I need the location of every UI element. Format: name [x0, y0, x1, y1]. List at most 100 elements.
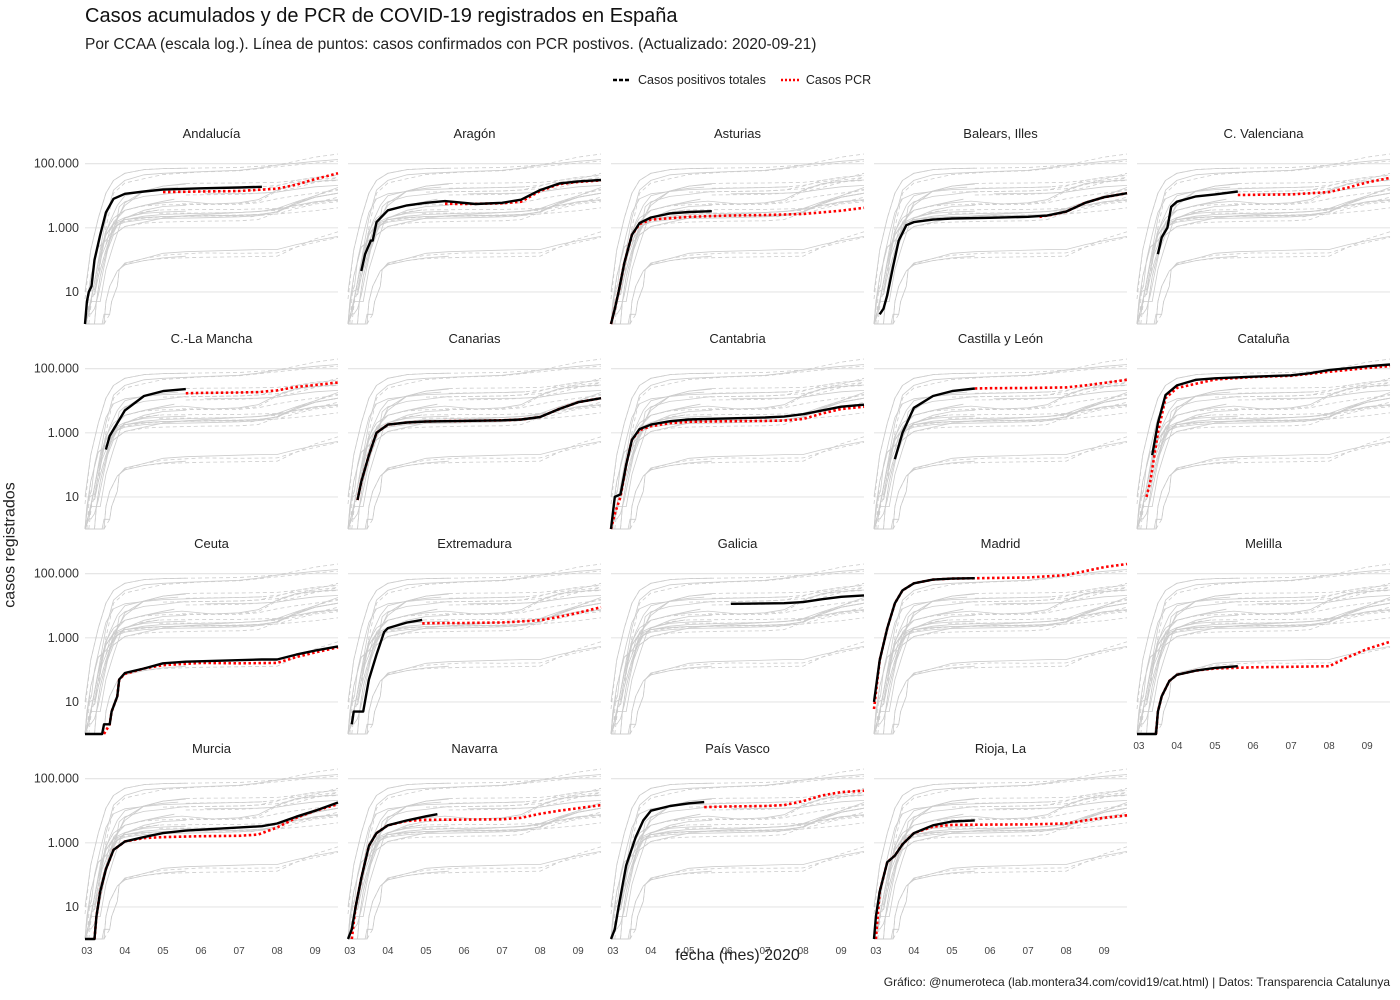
background-series-line [614, 824, 686, 930]
y-tick-label: 10 [65, 490, 79, 504]
background-series-line [875, 609, 1128, 735]
background-series-line [873, 186, 968, 325]
background-series-line [366, 852, 602, 940]
background-series-line [84, 358, 339, 505]
background-series-line [178, 380, 339, 398]
background-series-line [879, 397, 1128, 520]
facet-panel: Madrid [872, 536, 1128, 735]
background-series-line [94, 365, 339, 497]
y-tick-label: 10 [65, 695, 79, 709]
background-series-line [1140, 414, 1212, 520]
background-series-line [704, 175, 865, 193]
series-line-total [85, 645, 339, 736]
background-series-line [974, 587, 1128, 599]
background-series-line [181, 795, 339, 820]
background-series-line [874, 870, 975, 940]
background-series-line [204, 390, 339, 400]
background-series-line [874, 665, 975, 735]
background-series-line [105, 183, 186, 255]
background-series-line [353, 397, 602, 520]
background-series-line [688, 787, 865, 808]
background-series-line [629, 647, 865, 735]
background-series-line [1237, 587, 1391, 599]
background-series-line [362, 774, 602, 866]
background-series-line [629, 237, 865, 325]
series-line-total [878, 192, 1128, 315]
background-series-line [1137, 441, 1391, 530]
background-series-line [103, 237, 339, 325]
background-series-line [711, 792, 865, 804]
background-series-line [185, 174, 339, 184]
background-series-line [894, 798, 975, 870]
background-series-line [185, 379, 339, 389]
background-series-line [84, 611, 339, 735]
background-series-line [99, 159, 339, 251]
facet-panel: Cataluña [1136, 331, 1391, 530]
background-series-line [892, 436, 1128, 530]
background-series-line [1151, 569, 1391, 661]
background-series-line [84, 596, 179, 735]
background-series-line [185, 587, 339, 599]
background-series-line [610, 611, 865, 735]
background-series-line [347, 596, 525, 735]
facet-title: Cantabria [709, 331, 766, 346]
background-series-line [103, 641, 339, 735]
background-series-line [347, 201, 602, 325]
background-series-line [348, 851, 602, 940]
background-series-line [448, 379, 602, 389]
facet-panel: Murcia 10 1.000 100.000 03 04 05 06 07 08 09 [34, 741, 339, 957]
x-tick-label: 06 [984, 946, 996, 957]
background-series-line [970, 795, 1128, 820]
y-tick-label: 1.000 [48, 631, 79, 645]
background-series-line [711, 587, 865, 599]
background-series-line [85, 255, 186, 325]
series-line-total [893, 387, 975, 460]
x-tick-label: 07 [1286, 741, 1298, 752]
background-series-line [448, 584, 602, 594]
background-series-line [874, 441, 1128, 530]
background-series-line [467, 185, 602, 195]
x-tick-label: 03 [344, 946, 356, 957]
background-series-line [970, 590, 1128, 615]
background-series-line [610, 577, 712, 702]
background-series-line [610, 186, 705, 325]
background-series-line [892, 846, 1128, 940]
background-series-line [707, 590, 865, 615]
background-series-line [877, 414, 949, 520]
background-series-line [347, 768, 602, 915]
background-series-line [1136, 201, 1391, 325]
facet-title: Castilla y León [958, 331, 1043, 346]
series-line-pcr [422, 605, 602, 625]
background-series-line [711, 584, 865, 594]
facet-title: Asturias [714, 126, 761, 141]
background-series-line [616, 807, 865, 930]
background-series-line [974, 177, 1128, 189]
background-series-line [610, 768, 865, 915]
background-series-line [610, 201, 865, 325]
background-series-line [105, 593, 186, 665]
background-series-line [967, 790, 1128, 808]
background-series-line [1136, 186, 1314, 325]
background-series-line [611, 441, 865, 530]
series-line-pcr [704, 789, 865, 809]
background-series-line [629, 641, 865, 735]
background-series-line [348, 646, 602, 735]
background-series-line [347, 801, 525, 940]
background-series-line [873, 201, 1128, 325]
background-series-line [1142, 602, 1391, 725]
background-series-line [1140, 619, 1212, 725]
series-line-pcr [1145, 364, 1391, 498]
background-series-line [629, 436, 865, 530]
background-series-line [888, 159, 1128, 251]
background-series-line [84, 816, 339, 940]
background-series-line [1237, 379, 1391, 389]
background-series-line [351, 189, 602, 325]
background-series-line [610, 153, 865, 300]
background-series-line [1136, 167, 1238, 292]
background-series-line [1146, 160, 1391, 292]
background-series-line [892, 641, 1128, 735]
background-series-line [629, 442, 865, 530]
background-series-line [84, 372, 186, 497]
background-series-line [874, 460, 975, 530]
background-series-line [873, 186, 1051, 325]
